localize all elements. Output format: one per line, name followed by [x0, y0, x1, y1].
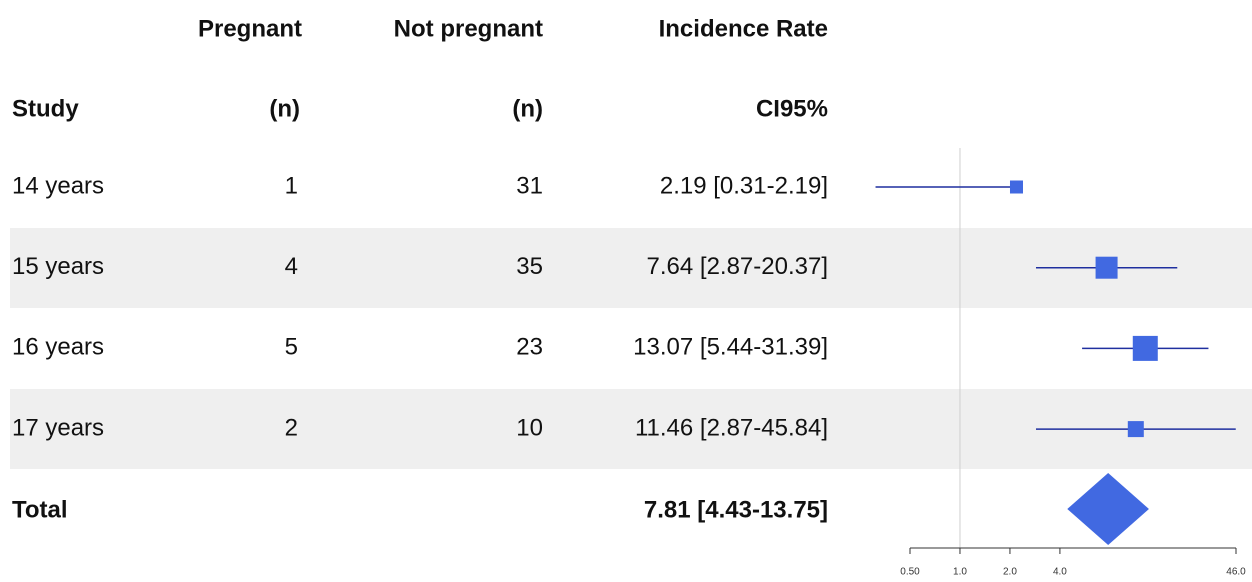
total-label: Total: [12, 496, 68, 523]
x-tick-label: 4.0: [1053, 567, 1067, 578]
x-tick-label: 1.0: [953, 567, 967, 578]
estimate-box: [1009, 180, 1023, 194]
total-rate: 7.81 [4.43-13.75]: [644, 496, 828, 523]
header: Incidence Rate: [659, 15, 828, 42]
total-diamond: [1067, 473, 1149, 545]
pregnant-n: 4: [285, 253, 298, 280]
study-label: 17 years: [12, 414, 104, 441]
estimate-box: [1127, 421, 1144, 438]
estimate-box: [1132, 335, 1158, 361]
x-tick-label: 0.50: [900, 567, 920, 578]
rate-ci: 11.46 [2.87-45.84]: [635, 414, 828, 441]
rate-ci: 2.19 [0.31-2.19]: [660, 172, 828, 199]
header: Pregnant: [198, 15, 302, 42]
not-pregnant-n: 31: [516, 172, 543, 199]
header: Study: [12, 95, 79, 122]
x-tick-label: 2.0: [1003, 567, 1017, 578]
header: Not pregnant: [394, 15, 543, 42]
header: (n): [269, 95, 300, 122]
x-tick-label: 46.0: [1226, 567, 1246, 578]
header: (n): [512, 95, 543, 122]
study-label: 15 years: [12, 253, 104, 280]
pregnant-n: 1: [285, 172, 298, 199]
not-pregnant-n: 35: [516, 253, 543, 280]
pregnant-n: 5: [285, 334, 298, 361]
not-pregnant-n: 10: [516, 414, 543, 441]
header: CI95%: [756, 95, 828, 122]
not-pregnant-n: 23: [516, 334, 543, 361]
study-label: 14 years: [12, 172, 104, 199]
rate-ci: 7.64 [2.87-20.37]: [647, 253, 828, 280]
rate-ci: 13.07 [5.44-31.39]: [633, 334, 828, 361]
estimate-box: [1095, 256, 1118, 279]
study-label: 16 years: [12, 334, 104, 361]
pregnant-n: 2: [285, 414, 298, 441]
